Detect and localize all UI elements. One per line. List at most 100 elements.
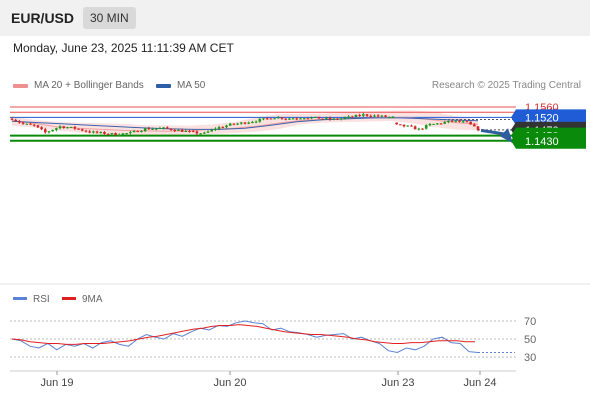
rsi-tick-label: 30: [524, 352, 536, 364]
candle-body: [347, 116, 350, 118]
ma20-swatch: [13, 83, 28, 88]
candle-body: [36, 125, 40, 128]
candle-body: [243, 122, 247, 124]
candle-body: [447, 120, 450, 123]
time-tick-label: Jun 23: [381, 377, 414, 389]
candle-body: [384, 115, 387, 117]
candle-body: [140, 131, 143, 133]
candle-body: [143, 128, 147, 132]
candle-body: [184, 131, 188, 133]
candle-body: [354, 114, 358, 117]
timeframe-badge[interactable]: 30 MIN: [83, 7, 136, 29]
candle-body: [302, 118, 306, 120]
rsi-gridlines: 70 50 30: [10, 316, 536, 364]
time-axis: Jun 19 Jun 20 Jun 23 Jun 24: [10, 370, 516, 389]
candle-body: [169, 128, 173, 131]
candle-body: [129, 132, 132, 134]
rsi-swatch: [13, 297, 27, 300]
candle-body: [69, 126, 73, 128]
candle-body: [147, 128, 151, 130]
candle-body: [47, 131, 51, 133]
forecast-arrow-shaft: [480, 128, 507, 136]
candle-body: [121, 133, 125, 135]
candle-body: [391, 116, 395, 118]
candle-body: [288, 118, 291, 120]
candle-body: [92, 131, 95, 133]
candle-body: [110, 133, 114, 135]
level-label: 1.1520: [525, 112, 559, 124]
candle-body: [380, 115, 384, 117]
candle-body: [173, 130, 177, 132]
candle-body: [458, 120, 461, 122]
candle-body: [236, 123, 239, 125]
candle-body: [343, 117, 347, 119]
candle-body: [203, 132, 206, 134]
candle-body: [95, 131, 99, 133]
candle-body: [66, 127, 69, 129]
candle-body: [465, 121, 469, 123]
candle-body: [254, 121, 258, 123]
candle-body: [77, 128, 80, 130]
ma50-line: [11, 117, 479, 130]
candle-body: [114, 133, 117, 136]
candle-body: [473, 124, 476, 127]
candle-body: [117, 134, 121, 136]
candle-body: [421, 128, 424, 130]
candle-body: [313, 116, 317, 118]
candle-body: [88, 131, 91, 133]
rsi-tick-label: 70: [524, 316, 536, 328]
ma20-legend-label: MA 20 + Bollinger Bands: [34, 80, 144, 91]
candle-body: [206, 131, 210, 133]
symbol-title: EUR/USD: [11, 10, 75, 26]
candle-body: [373, 115, 376, 117]
candle-body: [247, 122, 250, 124]
rsi-ma-legend-label: 9MA: [82, 294, 103, 305]
header-bar: EUR/USD 30 MIN: [0, 0, 590, 36]
candle-body: [417, 128, 421, 130]
candle-body: [299, 118, 302, 120]
candle-body: [424, 125, 428, 129]
candle-body: [376, 115, 380, 117]
candle-body: [306, 118, 310, 120]
candle-body: [317, 116, 321, 119]
candle-body: [166, 127, 169, 129]
candle-body: [188, 131, 191, 133]
candle-body: [291, 118, 295, 120]
rsi-ma-swatch: [62, 297, 76, 300]
candle-body: [55, 128, 58, 130]
candle-body: [32, 124, 36, 126]
time-tick-label: Jun 19: [40, 377, 73, 389]
candle-body: [262, 118, 265, 120]
candle-body: [158, 128, 162, 130]
candle-body: [258, 119, 262, 122]
rsi-legend-label: RSI: [33, 294, 50, 305]
candle-body: [332, 118, 336, 120]
candle-body: [232, 123, 236, 125]
candle-body: [413, 126, 417, 130]
candle-body: [154, 128, 158, 130]
candle-body: [410, 125, 413, 127]
candle-body: [284, 118, 287, 120]
candle-body: [276, 117, 280, 119]
candle-body: [62, 126, 66, 128]
candle-body: [461, 121, 465, 123]
candle-body: [443, 122, 447, 124]
candle-body: [362, 114, 365, 116]
candle-body: [191, 131, 195, 133]
candle-body: [162, 127, 165, 129]
level-tag: [511, 109, 586, 126]
level-tag: [511, 132, 586, 149]
candle-body: [214, 128, 217, 130]
candle-body: [180, 129, 184, 132]
candle-body: [51, 129, 54, 132]
candle-body: [43, 129, 47, 133]
candle-body: [217, 127, 221, 129]
candle-body: [454, 120, 458, 122]
ma50-legend-label: MA 50: [177, 80, 206, 91]
research-credit: Research © 2025 Trading Central: [431, 80, 581, 91]
candle-body: [439, 123, 443, 125]
candle-body: [273, 118, 276, 120]
candle-body: [151, 128, 154, 130]
candle-body: [476, 126, 480, 130]
